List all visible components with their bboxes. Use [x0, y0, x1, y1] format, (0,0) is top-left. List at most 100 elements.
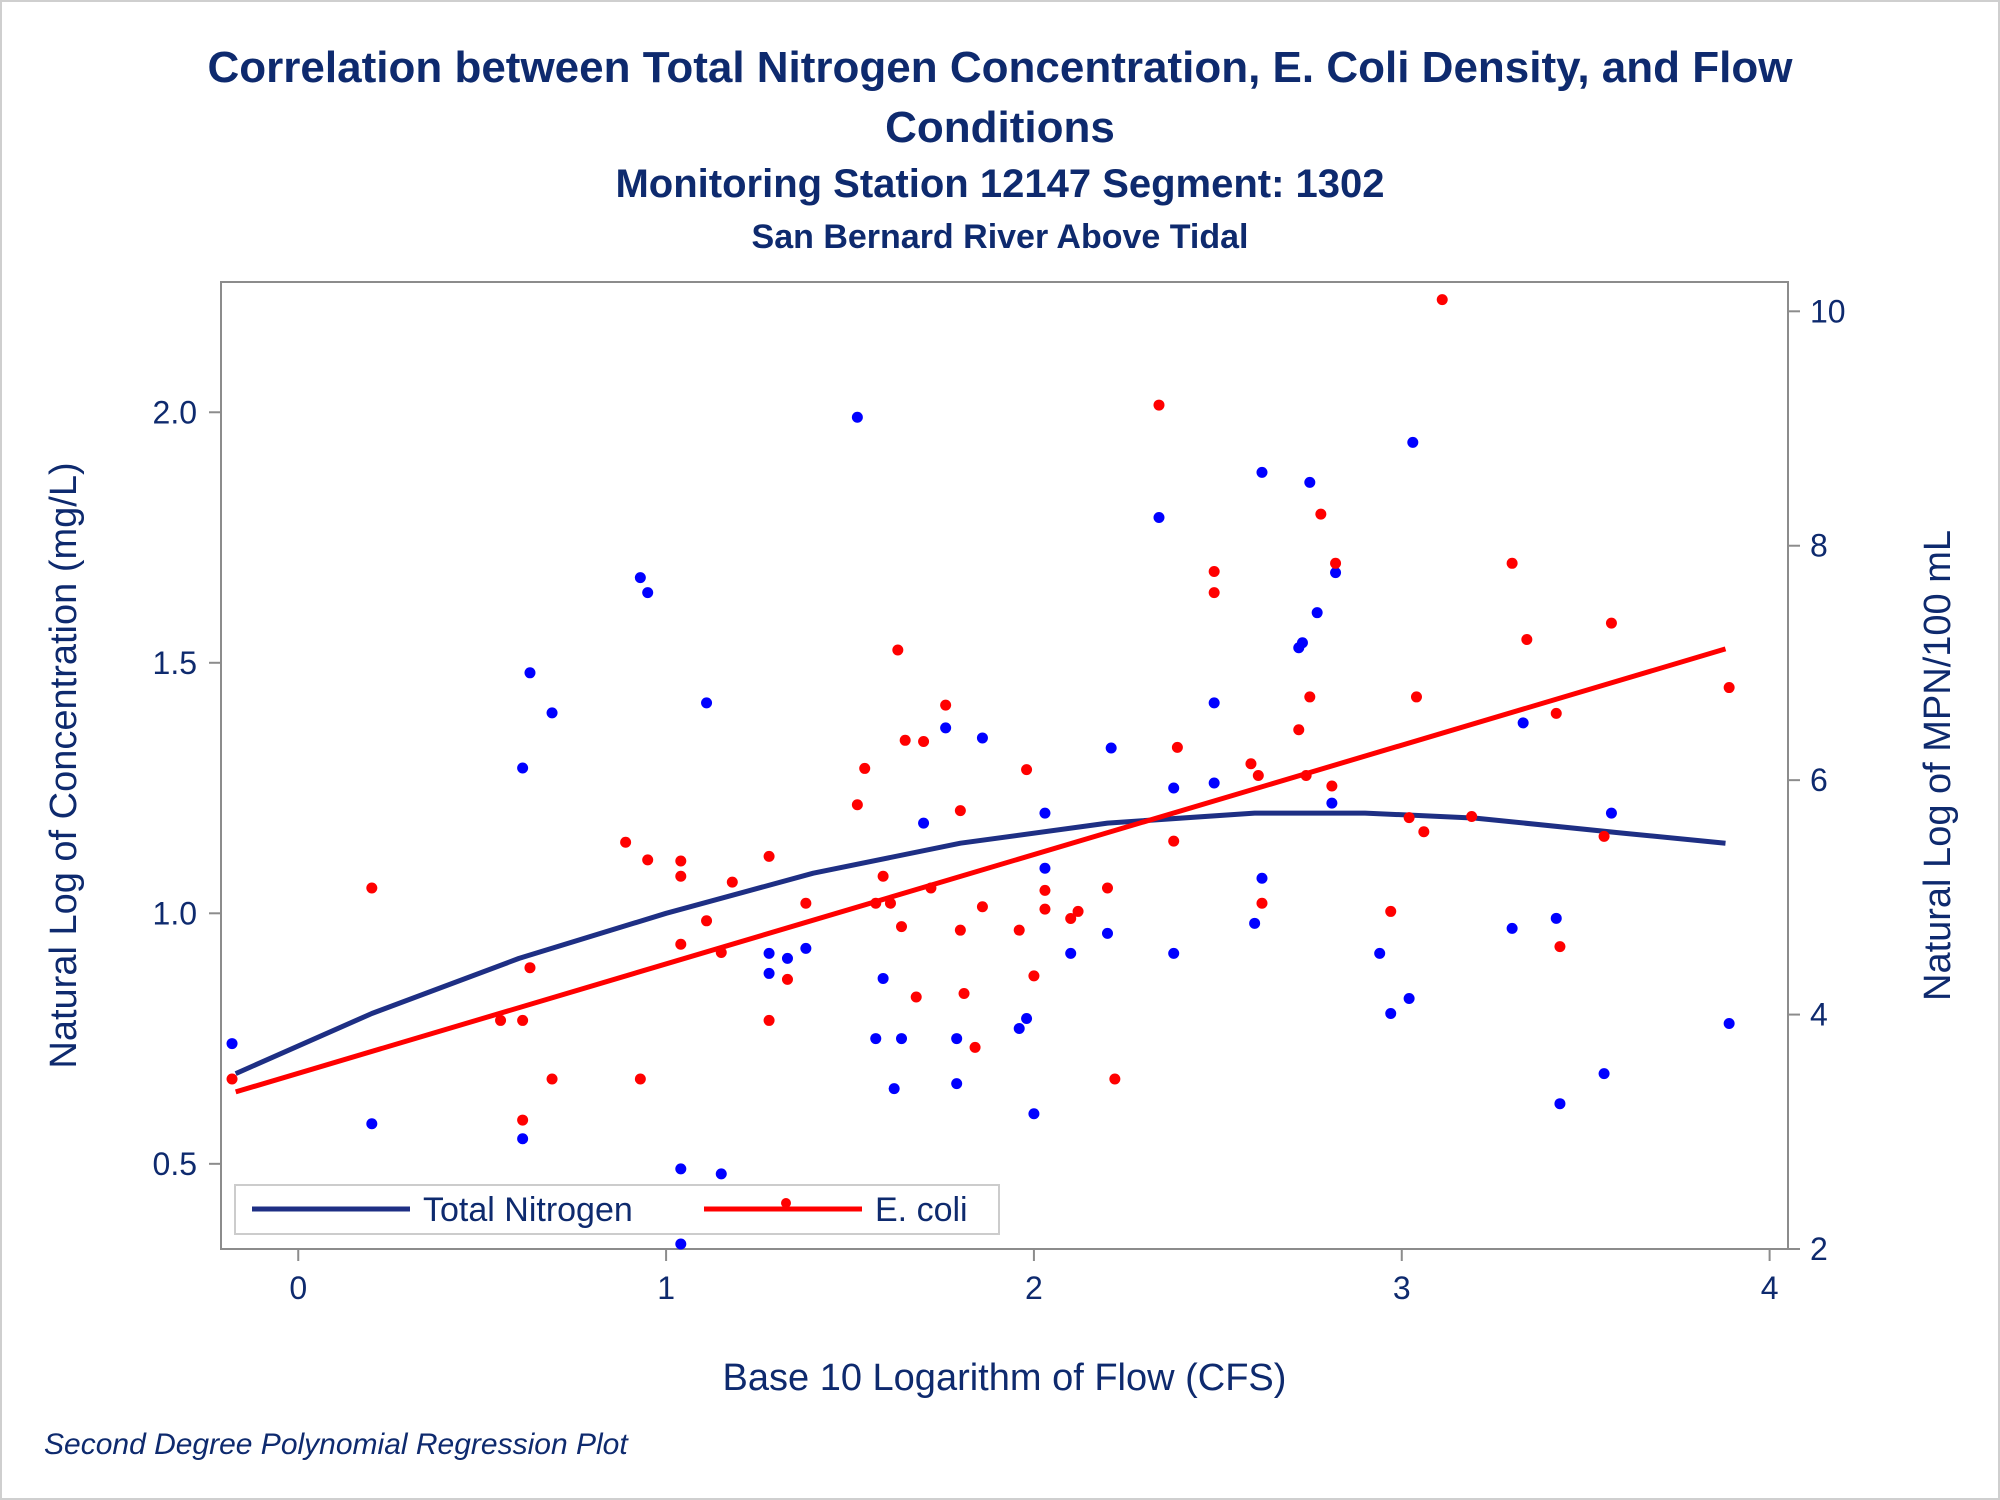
nitrogen-point [851, 411, 863, 423]
ecoli-point [1028, 970, 1040, 982]
nitrogen-point [918, 817, 930, 829]
ecoli-point [1153, 399, 1165, 411]
nitrogen-point [642, 587, 654, 599]
nitrogen-fit-line [234, 810, 1726, 1076]
data-points [226, 294, 1735, 1250]
ecoli-point [892, 644, 904, 656]
nitrogen-point [1256, 466, 1268, 478]
nitrogen-point [1065, 947, 1077, 959]
ecoli-point [715, 946, 727, 958]
ecoli-point [1326, 780, 1338, 792]
legend-ecoli-marker [781, 1198, 791, 1208]
nitrogen-point [1013, 1023, 1025, 1035]
ecoli-point [1101, 882, 1113, 894]
ecoli-point [1013, 924, 1025, 936]
x-tick-label: 4 [1761, 1270, 1779, 1306]
nitrogen-point [634, 572, 646, 584]
nitrogen-point [951, 1033, 963, 1045]
ecoli-point [896, 921, 908, 933]
nitrogen-point [1296, 637, 1308, 649]
nitrogen-point [1550, 912, 1562, 924]
ecoli-point [899, 734, 911, 746]
nitrogen-point [1021, 1013, 1033, 1025]
nitrogen-point [1374, 947, 1386, 959]
nitrogen-point [870, 1033, 882, 1045]
nitrogen-point [1028, 1108, 1040, 1120]
ecoli-point [954, 805, 966, 817]
ecoli-point [918, 735, 930, 747]
nitrogen-point [675, 1238, 687, 1250]
y-left-tick-label: 2.0 [153, 394, 197, 430]
nitrogen-point [1208, 777, 1220, 789]
ecoli-point [763, 1014, 775, 1026]
ecoli-point [1506, 557, 1518, 569]
plot-area-border [220, 281, 1789, 1250]
ecoli-point [954, 924, 966, 936]
nitrogen-point [1168, 947, 1180, 959]
ecoli-point [1723, 682, 1735, 694]
ecoli-point [763, 850, 775, 862]
nitrogen-point [1403, 992, 1415, 1004]
ecoli-point [1109, 1073, 1121, 1085]
legend-nitrogen-label: Total Nitrogen [423, 1191, 633, 1229]
nitrogen-point [1554, 1098, 1566, 1110]
nitrogen-point [715, 1168, 727, 1180]
nitrogen-point [1256, 872, 1268, 884]
ecoli-point [781, 973, 793, 985]
y-right-axis-label: Natural Log of MPN/100 mL [1917, 530, 1959, 1001]
y-left-tick-label: 0.5 [153, 1146, 197, 1182]
nitrogen-point [517, 762, 529, 774]
nitrogen-point [877, 972, 889, 984]
nitrogen-point [517, 1133, 529, 1145]
nitrogen-point [524, 667, 536, 679]
ecoli-point [1304, 691, 1316, 703]
footnote: Second Degree Polynomial Regression Plot [44, 1428, 628, 1461]
ecoli-point [870, 897, 882, 909]
ecoli-point [1039, 903, 1051, 915]
nitrogen-point [675, 1163, 687, 1175]
nitrogen-point [1598, 1068, 1610, 1080]
nitrogen-point [1249, 917, 1261, 929]
nitrogen-point [1723, 1018, 1735, 1030]
y-left-tick-label: 1.0 [153, 895, 197, 931]
ecoli-point [675, 855, 687, 867]
fit-lines [234, 646, 1727, 1095]
y-left-tick-label: 1.5 [153, 645, 197, 681]
ecoli-point [859, 762, 871, 774]
ecoli-point [1315, 508, 1327, 520]
nitrogen-point [1385, 1008, 1397, 1020]
ecoli-point [925, 882, 937, 894]
ecoli-point [495, 1014, 507, 1026]
ecoli-point [800, 897, 812, 909]
nitrogen-point [976, 732, 988, 744]
ecoli-point [1410, 691, 1422, 703]
nitrogen-point [1326, 797, 1338, 809]
ecoli-point [958, 987, 970, 999]
x-tick-label: 0 [289, 1270, 307, 1306]
nitrogen-point [1153, 511, 1165, 523]
ecoli-point [976, 901, 988, 913]
chart-subtitle2: San Bernard River Above Tidal [751, 218, 1249, 256]
ecoli-point [1065, 912, 1077, 924]
ecoli-point [726, 876, 738, 888]
ecoli-point [675, 870, 687, 882]
y-right-tick-label: 8 [1810, 528, 1828, 564]
nitrogen-point [763, 967, 775, 979]
legend-ecoli-label: E. coli [875, 1191, 968, 1229]
ecoli-point [1385, 905, 1397, 917]
ecoli-point [1300, 769, 1312, 781]
nitrogen-point [1101, 927, 1113, 939]
ecoli-point [1208, 566, 1220, 578]
ecoli-point [1256, 897, 1268, 909]
ecoli-point [1436, 294, 1448, 306]
ecoli-point [701, 915, 713, 927]
nitrogen-point [1517, 717, 1529, 729]
nitrogen-point [896, 1033, 908, 1045]
x-tick-label: 3 [1393, 1270, 1411, 1306]
ecoli-point [675, 938, 687, 950]
ecoli-point [517, 1114, 529, 1126]
chart-title-line2: Conditions [885, 103, 1115, 152]
y-right-tick-label: 10 [1810, 293, 1846, 329]
y-right-tick-label: 4 [1810, 997, 1828, 1033]
